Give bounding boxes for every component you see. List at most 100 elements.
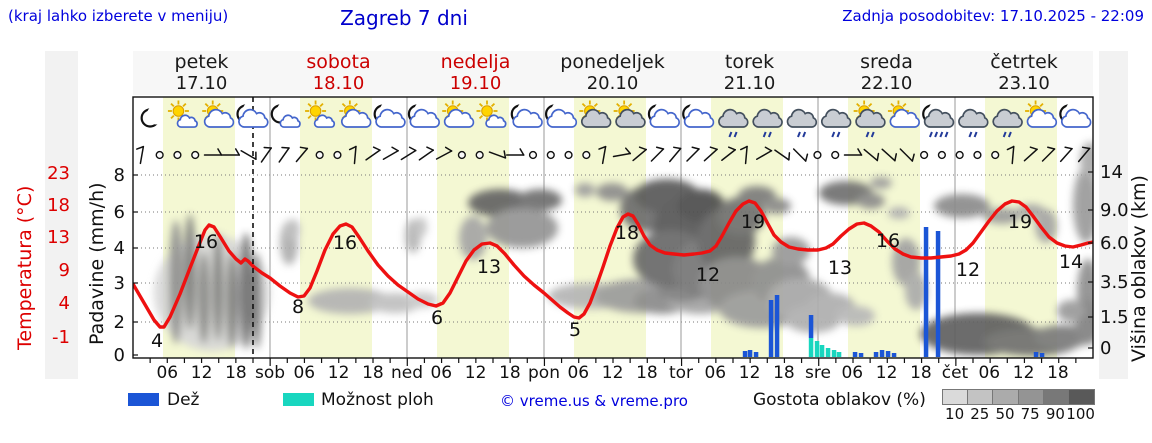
wind-calm-icon [173, 150, 182, 160]
wind-barb-icon [260, 146, 272, 163]
temp-annotation: 18 [615, 222, 639, 244]
x-tick-label: 06 [293, 363, 315, 383]
x-day-label: sob [255, 363, 285, 383]
wind-barb-icon [1059, 146, 1073, 163]
wind-calm-icon [813, 150, 822, 160]
day-header-date: 21.10 [724, 73, 776, 94]
cloud-scale-label: 75 [1020, 405, 1040, 423]
day-header-band [133, 51, 1093, 95]
cloud-blob [169, 220, 183, 344]
cloud-blob [905, 272, 927, 310]
cloud-blob [1073, 167, 1093, 243]
cloud-blob [888, 207, 910, 219]
wind-barb-icon [721, 146, 737, 161]
cloud-scale-label: 90 [1045, 405, 1065, 423]
rain-bar [923, 227, 929, 357]
weather-icon-sun-cloud [339, 100, 372, 128]
day-header-date: 18.10 [313, 73, 365, 94]
wind-barb-icon [435, 146, 453, 160]
wind-barb-icon [1077, 146, 1091, 163]
rain-bar [891, 353, 897, 357]
day-header-name: ponedeljek [560, 51, 664, 73]
wind-barb-icon [348, 145, 357, 165]
cloud-blob [518, 189, 562, 211]
wind-barb-icon [703, 146, 718, 162]
x-tick-label: 18 [362, 363, 384, 383]
cloud-blob [239, 233, 253, 349]
cloud-blob [983, 208, 1021, 224]
weather-icon-moon-cloud [238, 106, 269, 128]
x-tick-label: 18 [499, 363, 521, 383]
temp-annotation: 16 [333, 232, 357, 254]
temp-tick-label: 18 [47, 195, 70, 216]
x-tick-label: 12 [739, 363, 761, 383]
precip-tick-label: 4 [114, 238, 125, 259]
weather-icon-moon-smallcloud [272, 106, 301, 128]
wind-barb-icon [488, 150, 507, 159]
wind-calm-icon [955, 150, 964, 160]
x-tick-label: 06 [841, 363, 863, 383]
cloud-blob [763, 198, 791, 214]
daytime-band [300, 97, 372, 358]
wind-calm-icon [155, 150, 164, 160]
wind-barb-icon [382, 146, 399, 160]
weather-icon-moon-cloud [546, 106, 578, 128]
cloud-blob [1080, 142, 1093, 178]
cloud-blob [596, 183, 628, 201]
shower-bar [814, 341, 820, 357]
x-tick-label: 12 [191, 363, 213, 383]
wind-barb-icon [1041, 146, 1056, 162]
weather-icon-moon-cloud [1060, 106, 1092, 128]
wind-calm-icon [564, 150, 573, 160]
weather-icon-cloud-rain [992, 108, 1023, 138]
cloud-density-label: Gostota oblakov (%) [753, 390, 926, 410]
precip-tick-label: 6 [114, 202, 125, 223]
x-day-label: ned [391, 363, 423, 383]
wind-barb-icon [632, 146, 647, 162]
temperature-curve [133, 199, 1093, 329]
temp-annotation: 6 [431, 307, 443, 329]
temp-tick-label: -1 [52, 327, 70, 348]
cloud-blob [198, 252, 210, 344]
cloud-tick-label: 1.5 [1100, 307, 1129, 328]
wind-calm-icon [475, 150, 484, 160]
weather-icon-sun-graycloud [613, 100, 646, 128]
cloud-blob [870, 177, 892, 189]
x-tick-label: 06 [567, 363, 589, 383]
wind-calm-icon [991, 150, 1000, 160]
cloud-blob [308, 288, 392, 314]
wind-barb-icon [612, 147, 632, 158]
wind-barb-icon [1023, 146, 1038, 162]
menu-hint[interactable]: (kraj lahko izberete v meniju) [8, 7, 229, 25]
temp-tick-label: 9 [59, 260, 70, 281]
temp-annotation: 16 [194, 231, 218, 253]
weather-icon-sun-smallcloud [476, 100, 507, 128]
copyright-link[interactable]: © vreme.us & vreme.pro [500, 392, 688, 410]
wind-calm-icon [937, 150, 946, 160]
wind-barb-icon [1006, 145, 1015, 165]
wind-barb-icon [278, 146, 290, 163]
cloud-blob [1034, 325, 1090, 349]
x-tick-label: 18 [773, 363, 795, 383]
shower-bar [825, 348, 831, 357]
weather-icon-cloud-rain [820, 108, 852, 138]
x-tick-label: 18 [910, 363, 932, 383]
cloud-scale-swatch [1068, 389, 1096, 405]
weather-icon-moon-cloud [512, 106, 543, 128]
cloud-tick-label: 9.0 [1100, 200, 1129, 221]
x-tick-label: 06 [156, 363, 178, 383]
cloud-scale-swatch [1042, 389, 1069, 405]
precip-tick-label: 2 [114, 312, 125, 333]
showers-legend-label: Možnost ploh [321, 390, 434, 410]
wind-calm-icon [333, 150, 342, 160]
day-header-date: 23.10 [998, 73, 1050, 94]
day-header-date: 19.10 [450, 73, 502, 94]
x-day-label: sre [805, 363, 831, 383]
rain-bar [873, 352, 879, 357]
day-header-date: 22.10 [861, 73, 913, 94]
x-tick-label: 12 [1013, 363, 1035, 383]
x-tick-label: 06 [704, 363, 726, 383]
temp-tick-label: 13 [47, 227, 70, 248]
temp-annotation: 19 [1008, 211, 1032, 233]
